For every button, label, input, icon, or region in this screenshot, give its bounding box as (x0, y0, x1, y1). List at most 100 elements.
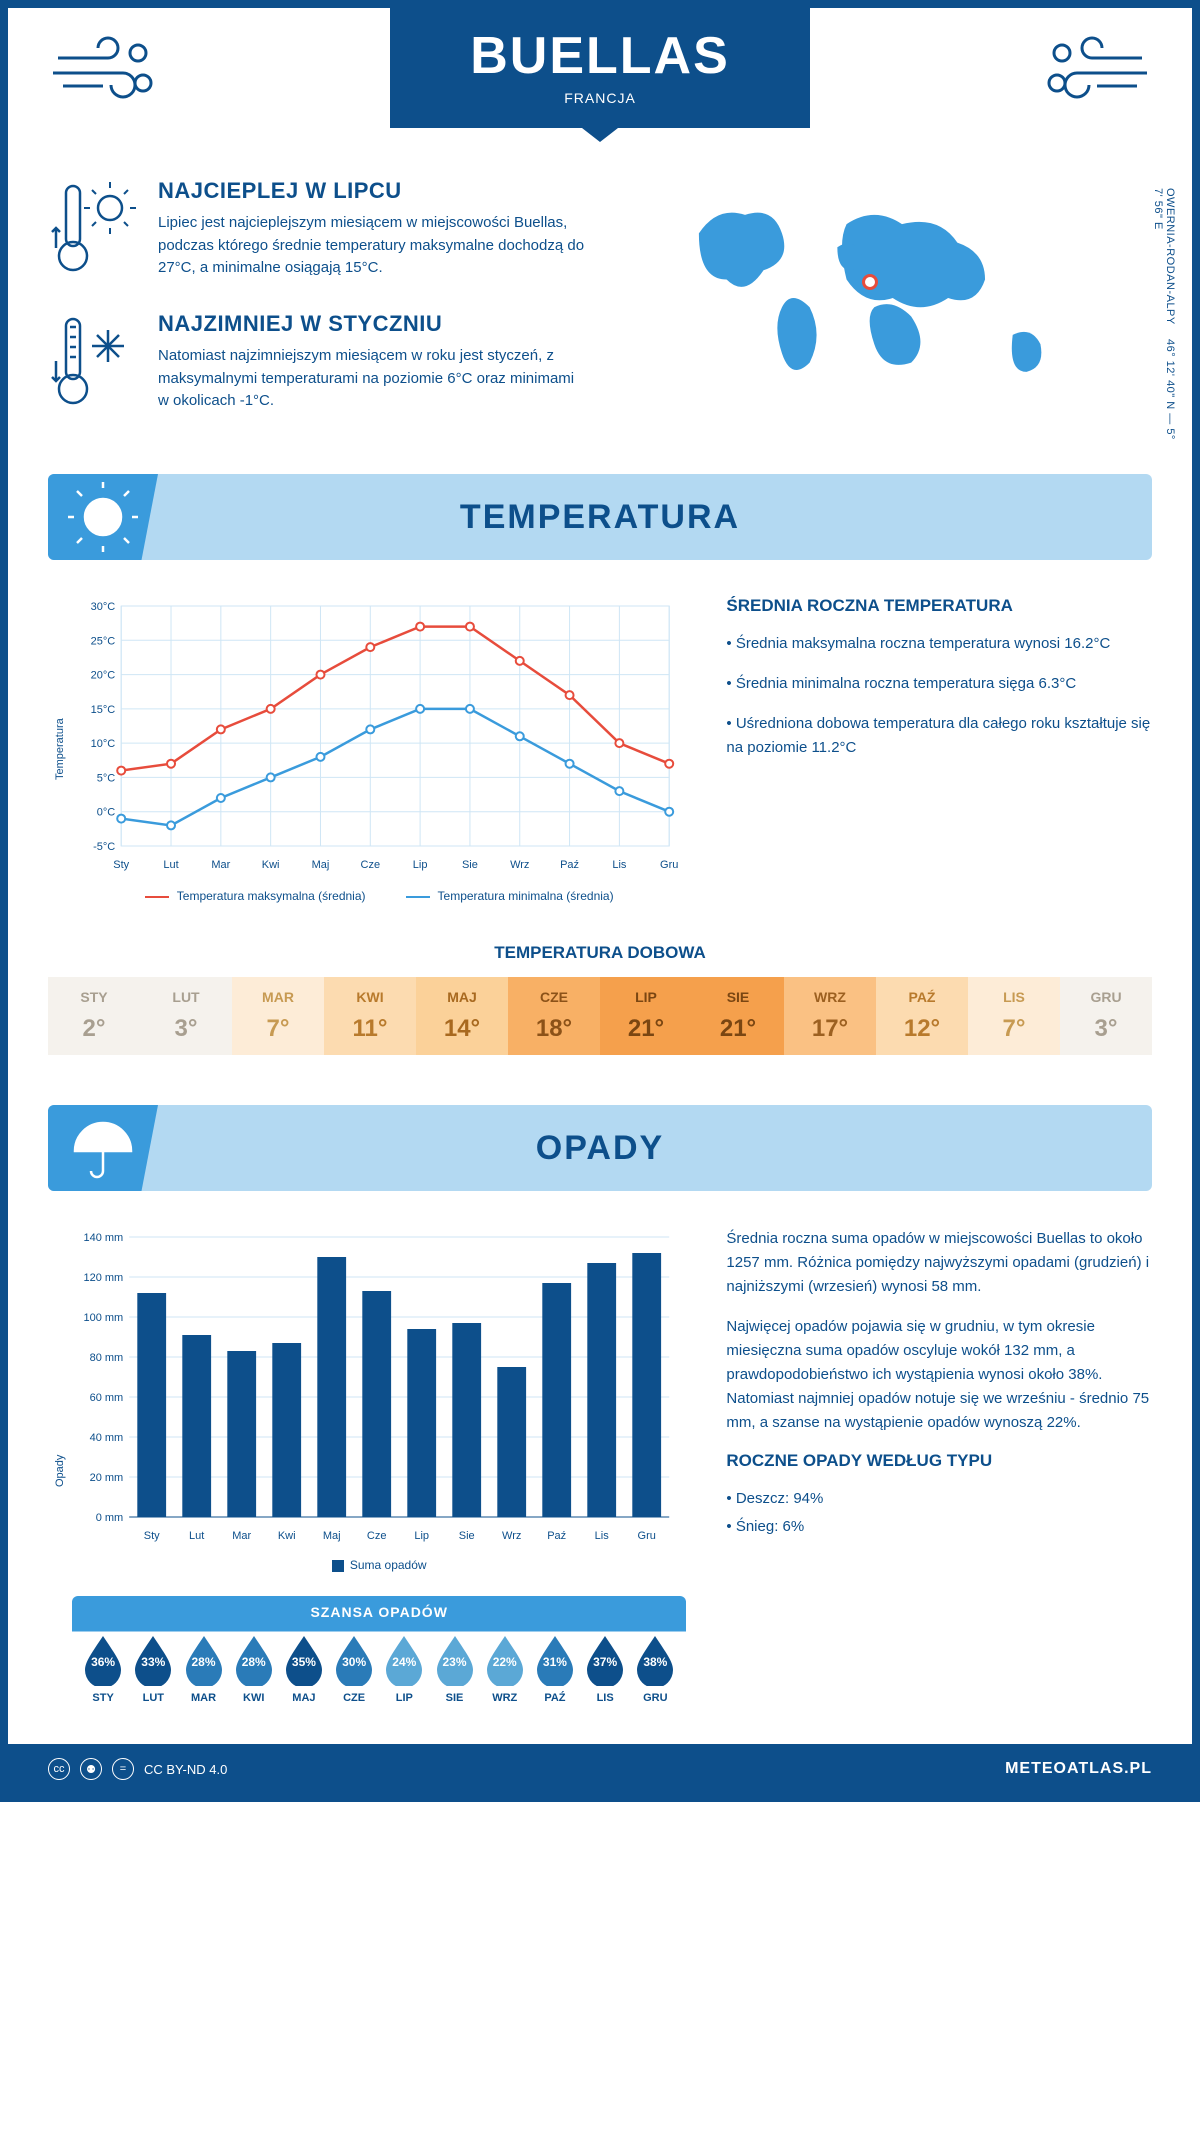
daily-cell: WRZ17° (784, 977, 876, 1055)
svg-text:0 mm: 0 mm (96, 1512, 124, 1524)
svg-text:Mar: Mar (211, 859, 230, 871)
legend-max: Temperatura maksymalna (średnia) (145, 889, 366, 903)
svg-text:Gru: Gru (660, 859, 678, 871)
svg-text:Mar: Mar (232, 1530, 251, 1542)
footer-license: cc ⚉ = CC BY-ND 4.0 (48, 1758, 227, 1780)
temp-bullet-2: • Średnia minimalna roczna temperatura s… (726, 672, 1152, 696)
daily-cell: LIS7° (968, 977, 1060, 1055)
svg-text:15°C: 15°C (91, 704, 116, 716)
svg-text:40 mm: 40 mm (90, 1432, 124, 1444)
cc-icon: cc (48, 1758, 70, 1780)
svg-text:Sty: Sty (144, 1530, 160, 1542)
chance-cell: 37%LIS (580, 1634, 630, 1704)
svg-text:25°C: 25°C (91, 635, 116, 647)
svg-text:10°C: 10°C (91, 738, 116, 750)
precip-chart-wrap: Opady 0 mm20 mm40 mm60 mm80 mm100 mm120 … (48, 1227, 686, 1714)
svg-text:Wrz: Wrz (502, 1530, 521, 1542)
svg-text:120 mm: 120 mm (83, 1272, 123, 1284)
svg-text:Lis: Lis (612, 859, 627, 871)
temperature-title: TEMPERATURA (158, 498, 1152, 537)
precip-bar-chart: 0 mm20 mm40 mm60 mm80 mm100 mm120 mm140 … (72, 1227, 686, 1547)
precip-type-1: • Deszcz: 94% (726, 1487, 1152, 1511)
svg-text:Lut: Lut (189, 1530, 204, 1542)
svg-text:80 mm: 80 mm (90, 1352, 124, 1364)
svg-text:Lis: Lis (595, 1530, 610, 1542)
svg-text:Sty: Sty (113, 859, 129, 871)
world-map-wrap: OWERNIA-RODAN-ALPY 46° 12' 40" N — 5° 7'… (615, 178, 1152, 444)
daily-cell: CZE18° (508, 977, 600, 1055)
fact-cold: NAJZIMNIEJ W STYCZNIU Natomiast najzimni… (48, 311, 585, 416)
coords-text: OWERNIA-RODAN-ALPY 46° 12' 40" N — 5° 7'… (1152, 188, 1176, 444)
daily-cell: STY2° (48, 977, 140, 1055)
intro-facts: NAJCIEPLEJ W LIPCU Lipiec jest najcieple… (48, 178, 585, 444)
precip-p2: Najwięcej opadów pojawia się w grudniu, … (726, 1315, 1152, 1435)
chance-cell: 24%LIP (379, 1634, 429, 1704)
svg-text:Maj: Maj (323, 1530, 341, 1542)
temp-info-title: ŚREDNIA ROCZNA TEMPERATURA (726, 596, 1152, 616)
svg-text:Lip: Lip (414, 1530, 429, 1542)
svg-text:5°C: 5°C (97, 772, 116, 784)
chance-title: SZANSA OPADÓW (72, 1596, 686, 1628)
chance-cell: 23%SIE (429, 1634, 479, 1704)
wind-right-icon (1032, 28, 1152, 113)
precip-type-2: • Śnieg: 6% (726, 1515, 1152, 1539)
svg-text:-5°C: -5°C (93, 841, 115, 853)
temperature-line-chart: -5°C 0°C 5°C 10°C 15°C 20°C 25°C 30°C Sty Lut Mar K… (72, 596, 686, 876)
precip-y-label: Opady (48, 1227, 72, 1714)
thermometer-sun-icon (48, 178, 138, 283)
title-banner: BUELLAS FRANCJA (390, 8, 810, 128)
precip-title: OPADY (158, 1129, 1152, 1168)
chance-cell: 28%KWI (229, 1634, 279, 1704)
svg-text:Maj: Maj (312, 859, 330, 871)
thermometer-snow-icon (48, 311, 138, 416)
svg-text:Sie: Sie (459, 1530, 475, 1542)
sun-icon (48, 474, 158, 560)
svg-text:140 mm: 140 mm (83, 1232, 123, 1244)
svg-text:Kwi: Kwi (262, 859, 280, 871)
chance-cell: 30%CZE (329, 1634, 379, 1704)
header-row: BUELLAS FRANCJA (48, 8, 1152, 158)
chance-cell: 35%MAJ (279, 1634, 329, 1704)
temp-y-label: Temperatura (48, 596, 72, 903)
svg-text:Paź: Paź (560, 859, 579, 871)
svg-text:Cze: Cze (367, 1530, 387, 1542)
svg-text:Sie: Sie (462, 859, 478, 871)
intro-row: NAJCIEPLEJ W LIPCU Lipiec jest najcieple… (48, 158, 1152, 474)
chance-cell: 33%LUT (128, 1634, 178, 1704)
chance-row: 36%STY33%LUT28%MAR28%KWI35%MAJ30%CZE24%L… (72, 1628, 686, 1714)
svg-text:Lut: Lut (163, 859, 178, 871)
temperature-header: TEMPERATURA (48, 474, 1152, 560)
daily-temperature-grid: STY2°LUT3°MAR7°KWI11°MAJ14°CZE18°LIP21°S… (48, 977, 1152, 1055)
fact-cold-title: NAJZIMNIEJ W STYCZNIU (158, 311, 585, 337)
daily-cell: MAJ14° (416, 977, 508, 1055)
fact-warm-text: Lipiec jest najcieplejszym miesiącem w m… (158, 212, 585, 280)
precip-type-title: ROCZNE OPADY WEDŁUG TYPU (726, 1451, 1152, 1471)
chance-box: SZANSA OPADÓW 36%STY33%LUT28%MAR28%KWI35… (72, 1596, 686, 1714)
precip-row: Opady 0 mm20 mm40 mm60 mm80 mm100 mm120 … (48, 1227, 1152, 1714)
umbrella-icon (48, 1105, 158, 1191)
fact-cold-text: Natomiast najzimniejszym miesiącem w rok… (158, 345, 585, 413)
svg-text:Paź: Paź (547, 1530, 566, 1542)
svg-text:Lip: Lip (413, 859, 428, 871)
map-pin (862, 274, 878, 290)
svg-text:Kwi: Kwi (278, 1530, 296, 1542)
daily-cell: KWI11° (324, 977, 416, 1055)
precip-header: OPADY (48, 1105, 1152, 1191)
svg-text:100 mm: 100 mm (83, 1312, 123, 1324)
precip-p1: Średnia roczna suma opadów w miejscowośc… (726, 1227, 1152, 1299)
svg-text:30°C: 30°C (91, 601, 116, 613)
daily-cell: PAŹ12° (876, 977, 968, 1055)
daily-cell: SIE21° (692, 977, 784, 1055)
chance-cell: 38%GRU (630, 1634, 680, 1704)
license-text: CC BY-ND 4.0 (144, 1762, 227, 1777)
chance-cell: 28%MAR (178, 1634, 228, 1704)
nd-icon: = (112, 1758, 134, 1780)
svg-text:20°C: 20°C (91, 670, 116, 682)
precip-legend: Suma opadów (72, 1558, 686, 1572)
chance-cell: 22%WRZ (480, 1634, 530, 1704)
wind-left-icon (48, 28, 168, 113)
daily-title: TEMPERATURA DOBOWA (48, 943, 1152, 963)
svg-text:Wrz: Wrz (510, 859, 529, 871)
svg-text:0°C: 0°C (97, 807, 116, 819)
svg-text:Cze: Cze (361, 859, 381, 871)
